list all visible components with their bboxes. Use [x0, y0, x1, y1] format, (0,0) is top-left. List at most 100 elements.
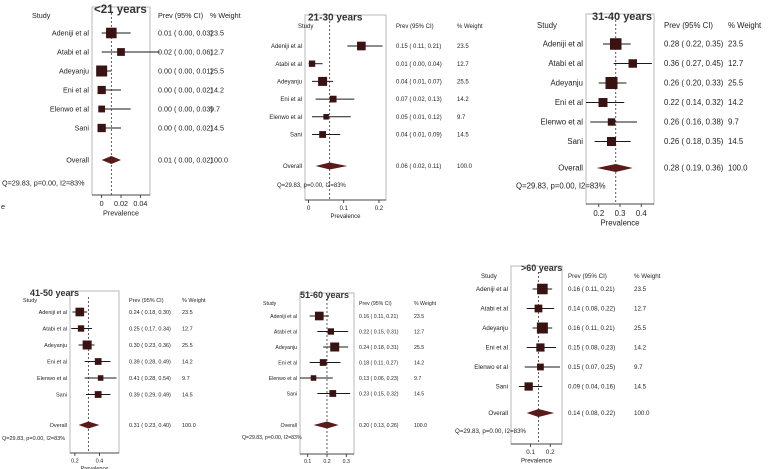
study-label: Eni et al	[486, 345, 508, 352]
x-tick-label: 0.2	[593, 209, 604, 218]
study-estimate-marker	[605, 77, 618, 89]
plot-frame	[299, 292, 355, 455]
study-label: Adeniji et al	[476, 286, 508, 293]
study-header: Study	[32, 11, 51, 20]
study-label: Atabi et al	[57, 48, 89, 57]
weight-value: 12.7	[182, 326, 193, 332]
overall-label: Overall	[281, 423, 297, 429]
weight-value: 9.7	[728, 118, 739, 127]
study-label: Eni et al	[47, 359, 67, 365]
study-estimate-marker	[327, 328, 335, 335]
ci-value: 0.13 ( 0.06, 0.23)	[359, 376, 399, 382]
x-tick-label: 0.2	[546, 449, 555, 456]
heterogeneity-stats: Q=29.83, p=0.00, I2=83%	[2, 179, 85, 188]
x-tick-label: 0.4	[96, 459, 104, 465]
forest-panel-21-30: 21-30 years Study Prev (95% CI) % Weight Ade…	[269, 10, 491, 225]
overall-label: Overall	[283, 164, 302, 170]
overall-weight-value: 100.0	[457, 164, 473, 170]
stray-text: e	[1, 202, 5, 211]
panel-title: 51-60 years	[300, 290, 349, 300]
x-axis-label: Prevalence	[330, 214, 361, 220]
study-estimate-marker	[310, 375, 317, 381]
study-estimate-marker	[308, 60, 316, 67]
ci-value: 0.04 ( 0.01, 0.09)	[396, 133, 442, 139]
study-estimate-marker	[329, 95, 337, 103]
ci-value: 0.23 ( 0.15, 0.32)	[359, 391, 399, 397]
study-estimate-marker	[537, 283, 548, 295]
weight-value: 14.5	[457, 133, 469, 139]
study-estimate-marker	[537, 363, 544, 371]
study-estimate-marker	[598, 98, 608, 107]
ci-header: Prev (95% CI)	[396, 24, 434, 30]
overall-weight-value: 100.0	[728, 164, 748, 173]
study-label: Adeniji et al	[52, 29, 90, 38]
study-label: Adeniji et al	[270, 314, 297, 320]
study-estimate-marker	[607, 118, 616, 126]
study-label: Adeyanju	[550, 79, 583, 88]
ci-value: 0.05 ( 0.01, 0.12)	[396, 115, 442, 121]
x-tick-label: 0.4	[636, 209, 648, 218]
study-label: Adeniji et al	[271, 44, 302, 50]
study-estimate-marker	[77, 325, 85, 332]
weight-header: % Weight	[728, 21, 762, 30]
weight-value: 25.5	[634, 325, 647, 332]
study-label: Adeyanju	[482, 325, 508, 332]
weight-value: 9.7	[182, 376, 190, 382]
ci-value: 0.28 ( 0.22, 0.35)	[664, 40, 724, 49]
weight-header: % Weight	[457, 24, 483, 30]
overall-weight-value: 100.0	[210, 156, 228, 165]
weight-value: 14.2	[182, 359, 193, 365]
study-estimate-marker	[357, 41, 366, 51]
ci-value: 0.41 ( 0.28, 0.54)	[129, 376, 171, 382]
heterogeneity-stats: Q=29.83, p=0.00, I2=83%	[242, 435, 302, 441]
ci-value: 0.16 ( 0.11, 0.21)	[359, 314, 398, 320]
study-estimate-marker	[534, 304, 543, 313]
ci-value: 0.24 ( 0.18, 0.31)	[359, 345, 399, 351]
study-label: Atabi et al	[274, 329, 297, 335]
weight-value: 14.5	[210, 124, 224, 133]
ci-value: 0.00 ( 0.00, 0.02)	[158, 124, 213, 133]
forest-panel-31-40: 31-40 years Study Prev (95% CI) % Weight Ade…	[514, 6, 777, 228]
study-label: Elenwo et al	[269, 376, 297, 382]
x-tick-label: 0.04	[133, 199, 147, 208]
study-estimate-marker	[319, 131, 327, 138]
forest-panel-over-60: >60 years Study Prev (95% CI) % Weight Adeni…	[453, 255, 669, 469]
weight-value: 9.7	[414, 376, 421, 382]
study-estimate-marker	[609, 38, 622, 50]
ci-header: Prev (95% CI)	[158, 11, 203, 20]
ci-value: 0.22 ( 0.15, 0.31)	[359, 329, 399, 335]
study-estimate-marker	[524, 382, 533, 391]
study-label: Atabi et al	[43, 326, 67, 332]
heterogeneity-stats: Q=29.83, p=0.00, I2=83%	[455, 428, 527, 435]
study-label: Elenwo et al	[269, 115, 302, 121]
ci-value: 0.00 ( 0.00, 0.01)	[158, 67, 213, 76]
study-estimate-marker	[319, 359, 327, 366]
ci-value: 0.18 ( 0.11, 0.27)	[359, 360, 398, 366]
weight-value: 12.7	[414, 329, 424, 335]
study-label: Adeyanju	[44, 343, 67, 349]
x-tick-label: 0.1	[526, 449, 535, 456]
overall-label: Overall	[50, 423, 67, 429]
ci-header: Prev (95% CI)	[359, 301, 392, 307]
plot-frame	[304, 14, 387, 201]
study-estimate-marker	[314, 311, 324, 321]
ci-value: 0.15 ( 0.11, 0.21)	[396, 44, 441, 50]
x-tick-label: 0.2	[375, 206, 384, 212]
ci-value: 0.00 ( 0.00, 0.03)	[158, 105, 213, 114]
study-estimate-marker	[96, 65, 108, 77]
study-header: Study	[263, 301, 277, 307]
overall-label: Overall	[488, 410, 508, 417]
weight-value: 9.7	[210, 105, 220, 114]
x-axis-label: Prevalence	[600, 219, 639, 228]
study-label: Adeyanju	[59, 67, 89, 76]
weight-value: 12.7	[728, 59, 743, 68]
panel-title: 31-40 years	[592, 11, 652, 23]
weight-value: 23.5	[457, 44, 469, 50]
study-estimate-marker	[318, 76, 328, 86]
weight-value: 25.5	[728, 79, 744, 88]
weight-value: 23.5	[414, 314, 424, 320]
overall-weight-value: 100.0	[634, 410, 650, 417]
overall-ci-value: 0.14 ( 0.08, 0.22)	[568, 410, 615, 417]
study-label: Eni et al	[555, 98, 583, 107]
